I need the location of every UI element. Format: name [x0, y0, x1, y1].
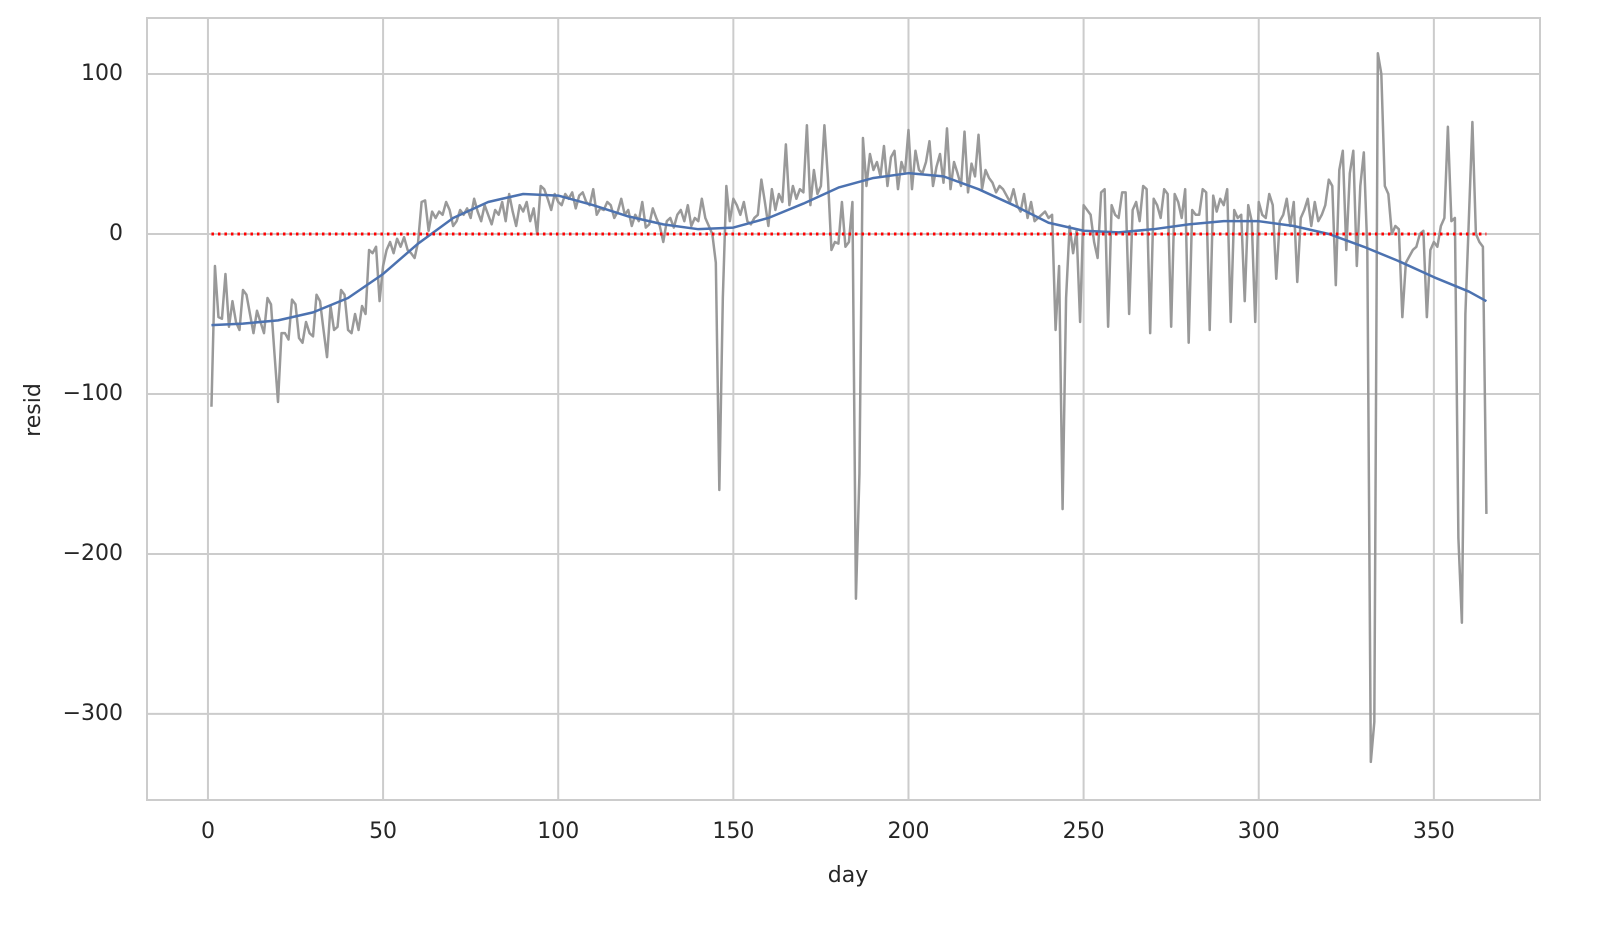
x-tick-label: 200	[887, 819, 929, 844]
y-tick-label: 0	[109, 221, 123, 246]
x-tick-label: 350	[1413, 819, 1455, 844]
x-tick-label: 100	[537, 819, 579, 844]
y-tick-label: 100	[81, 61, 123, 86]
x-tick-label: 0	[201, 819, 215, 844]
data-line	[211, 171, 1488, 327]
y-tick-label: −200	[63, 541, 123, 566]
x-tick-label: 250	[1063, 819, 1105, 844]
y-tick-label: −100	[63, 381, 123, 406]
x-tick-label: 50	[369, 819, 397, 844]
data-line	[210, 51, 1488, 764]
x-tick-label: 150	[712, 819, 754, 844]
x-tick-label: 300	[1238, 819, 1280, 844]
plot-frame	[146, 17, 1541, 801]
y-tick-label: −300	[63, 701, 123, 726]
y-axis-label: resid	[21, 383, 46, 437]
x-axis-label: day	[828, 863, 868, 888]
